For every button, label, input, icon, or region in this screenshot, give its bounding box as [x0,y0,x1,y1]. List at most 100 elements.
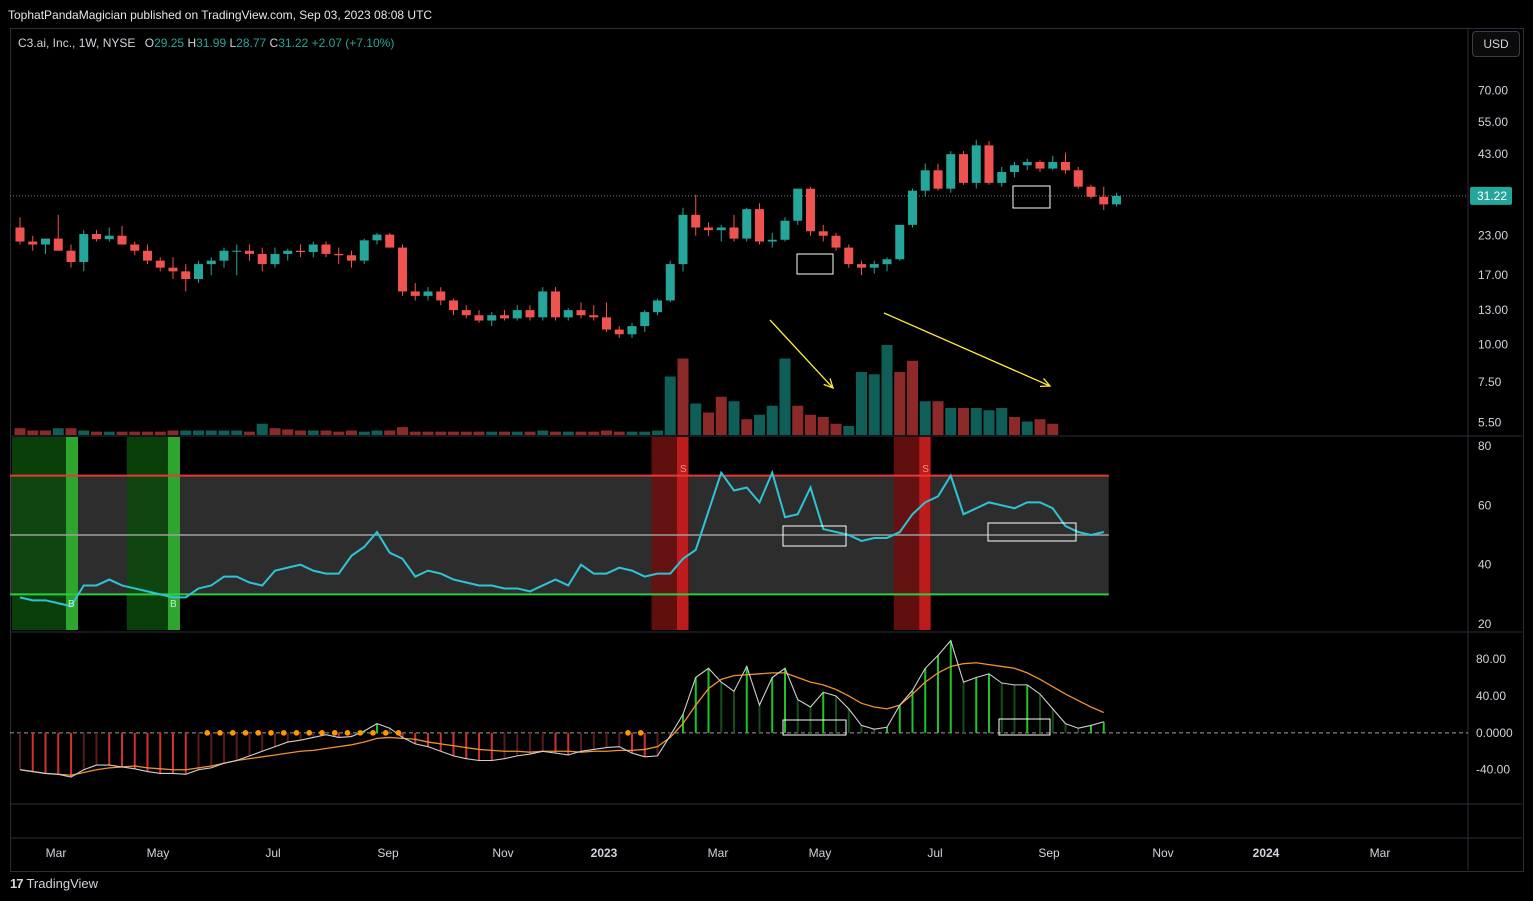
volume-bar [754,414,765,435]
symbol-name: C3.ai, Inc., 1W, NYSE [18,36,136,50]
volume-bar [320,430,332,435]
candle-body [997,171,1007,183]
candle-body [1022,161,1032,166]
candle-body [602,317,611,330]
low-value: 28.77 [236,36,267,50]
volume-bar [282,429,294,435]
volume-bar [244,431,255,435]
candle-body [436,291,446,301]
volume-bars [14,345,1059,435]
highlight-box-may-rsi [782,525,847,547]
volume-bar [537,430,549,435]
candle-body [500,315,509,319]
volume-bar [792,405,804,435]
candle-body [653,300,662,313]
time-tick-label: Mar [46,846,67,860]
candle-body [831,235,841,248]
volume-bar [919,401,931,435]
volume-bar [843,426,855,435]
highlight-box-may-osc [782,719,847,736]
candle-body [232,250,242,252]
osc-signal-dot [625,730,631,736]
price-tick-label: 5.50 [1478,415,1502,429]
annotations [769,185,1077,736]
osc-signal-dot [344,730,351,736]
price-tick-label: 7.50 [1478,375,1502,389]
last-price-label: 31.22 [1477,189,1507,203]
sell-signal-bar [677,437,688,630]
osc-signal-dot [331,730,338,736]
volume-bar [205,430,217,435]
currency-button[interactable]: USD [1472,31,1520,57]
candle-body [1099,196,1109,205]
volume-bar [1009,417,1020,435]
volume-bar [996,408,1008,435]
volume-bar [1021,421,1033,435]
candle-body [793,188,803,221]
candle-body [257,253,267,265]
volume-bar [333,431,345,435]
candle-body [347,255,356,261]
candle-body [678,214,688,265]
volume-bar [1047,423,1059,435]
candle-body [704,227,713,231]
candle-body [576,310,586,316]
volume-bar [970,408,982,435]
sell-marker: S [680,464,687,475]
rsi-tick-label: 20 [1478,617,1492,631]
volume-bar [52,428,64,435]
osc-signal-dot [382,730,389,736]
time-tick-label: Mar [708,846,729,860]
volume-bar [932,401,944,435]
volume-bar [295,430,306,435]
candle-body [780,220,790,240]
time-tick-label: 2023 [591,846,618,860]
high-value: 31.99 [196,36,227,50]
volume-bar [817,417,829,435]
volume-bar [142,431,153,435]
osc-signal-dot [217,730,223,736]
volume-bar [78,430,90,435]
candle-body [104,235,114,240]
volume-bar [601,430,612,435]
time-tick-label: Nov [492,846,513,860]
volume-bar [409,431,421,435]
volume-bar [116,431,128,435]
candle-body [143,250,152,261]
volume-bar [664,376,676,435]
osc-tick-label: -40.00 [1476,763,1510,777]
osc-signal-dot [637,730,644,736]
osc-signal-dot [255,730,262,736]
candle-body [168,267,178,272]
candle-body [449,300,458,311]
price-tick-label: 43.00 [1478,147,1508,161]
candle-body [92,234,101,240]
oversold-zone [126,437,173,630]
candle-body [946,154,956,189]
candle-body [308,244,318,253]
volume-arrow-down [883,312,1051,387]
volume-bar [358,431,370,435]
candle-body [806,188,815,232]
rsi-tick-label: 40 [1478,558,1492,572]
candle-body [895,224,905,260]
candle-body [117,235,127,245]
candle-body [41,238,50,245]
candle-body [372,234,382,241]
rsi-tick-label: 80 [1478,439,1492,453]
volume-bar [626,431,638,435]
volume-bar [27,430,39,435]
open-value: 29.25 [154,36,185,50]
time-tick-label: Jul [265,846,280,860]
volume-bar [460,431,472,435]
osc-main-line [19,639,1104,778]
candle-body [551,291,560,318]
time-tick-label: Sep [1038,846,1060,860]
volume-bar [588,431,600,435]
volume-bar [384,430,396,435]
osc-tick-label: 80.00 [1476,652,1506,666]
volume-bar [167,430,179,435]
highlight-box-aug-candles [1012,185,1051,209]
volume-bar [473,431,485,435]
